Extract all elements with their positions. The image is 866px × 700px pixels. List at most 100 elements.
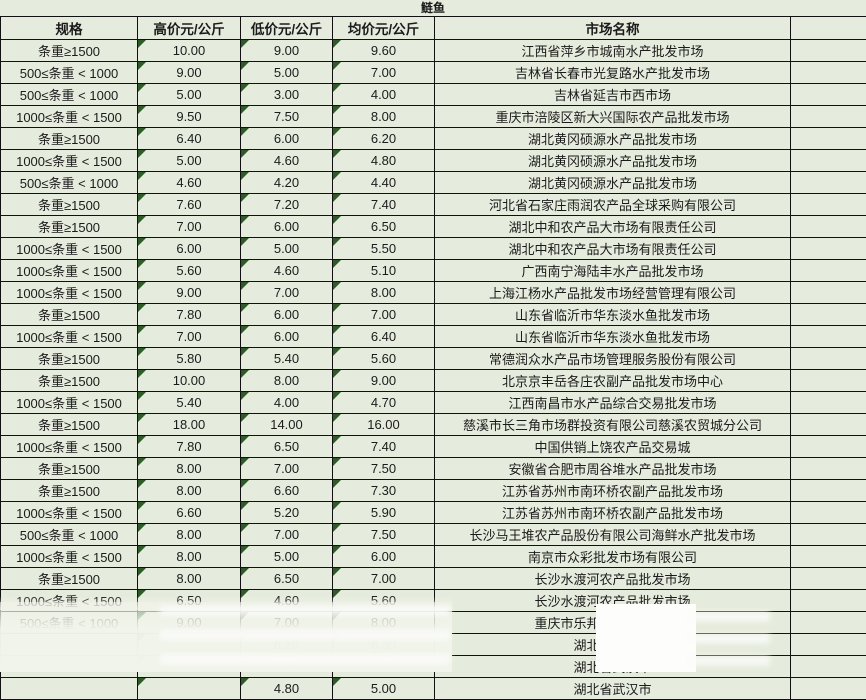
cell-market-name: 江苏省苏州市南环桥农副产品批发市场: [435, 502, 791, 524]
cell-avg-price: 5.50: [333, 238, 435, 260]
cell-market-name: 吉林省延吉市西市场: [435, 84, 791, 106]
cell-spec: 1000≤条重 < 1500: [1, 392, 138, 414]
cell-high-price: 8.00: [138, 480, 241, 502]
cell-market-name: 重庆市涪陵区新大兴国际农产品批发市场: [435, 106, 791, 128]
cell-high-price: [138, 678, 241, 700]
cell-market-name: 上海江杨水产品批发市场经营管理有限公司: [435, 282, 791, 304]
cell-market-name: 慈溪市长三角市场群投资有限公司慈溪农贸城分公司: [435, 414, 791, 436]
page-title: 鲢鱼: [0, 0, 866, 16]
cell-pad: [791, 392, 866, 414]
page-title-text: 鲢鱼: [420, 0, 446, 17]
cell-avg-price: 5.10: [333, 260, 435, 282]
cell-market-name: 山东省临沂市华东淡水鱼批发市场: [435, 304, 791, 326]
cell-high-price: 6.50: [138, 590, 241, 612]
cell-low-price: 5.20: [241, 502, 333, 524]
cell-low-price: 3.00: [241, 84, 333, 106]
cell-high-price: 9.00: [138, 62, 241, 84]
cell-avg-price: 5.60: [333, 348, 435, 370]
cell-low-price: 6.00: [241, 216, 333, 238]
cell-high-price: 18.00: [138, 414, 241, 436]
cell-pad: [791, 480, 866, 502]
cell-high-price: 4.60: [138, 172, 241, 194]
cell-spec: [1, 678, 138, 700]
cell-market-name: 北京京丰岳各庄农副产品批发市场中心: [435, 370, 791, 392]
cell-spec: 1000≤条重 < 1500: [1, 282, 138, 304]
cell-high-price: 5.00: [138, 84, 241, 106]
cell-avg-price: 6.50: [333, 216, 435, 238]
cell-pad: [791, 414, 866, 436]
cell-market-name: 湖北黄冈硕源水产品批发市场: [435, 128, 791, 150]
cell-spec: 500≤条重 < 1000: [1, 612, 138, 634]
cell-avg-price: 6.40: [333, 326, 435, 348]
cell-high-price: 5.60: [138, 260, 241, 282]
cell-market-name: 河北省石家庄雨润农产品全球采购有限公司: [435, 194, 791, 216]
cell-pad: [791, 304, 866, 326]
cell-spec: 条重≥1500: [1, 40, 138, 62]
cell-high-price: 9.00: [138, 282, 241, 304]
cell-market-name: 重庆市乐邦水产品有限公司: [435, 612, 791, 634]
cell-avg-price: 9.60: [333, 40, 435, 62]
cell-low-price: 6.20: [241, 634, 333, 656]
cell-market-name: 南京市众彩批发市场有限公司: [435, 546, 791, 568]
cell-spec: 1000≤条重 < 1500: [1, 260, 138, 282]
cell-low-price: 5.40: [241, 348, 333, 370]
cell-market-name: 吉林省长春市光复路水产批发市场: [435, 62, 791, 84]
cell-pad: [791, 590, 866, 612]
cell-low-price: 4.80: [241, 678, 333, 700]
cell-pad: [791, 216, 866, 238]
cell-spec: 1000≤条重 < 1500: [1, 238, 138, 260]
cell-low-price: 6.60: [241, 480, 333, 502]
cell-spec: 1000≤条重 < 1500: [1, 590, 138, 612]
cell-spec: 条重≥1500: [1, 458, 138, 480]
cell-avg-price: 8.00: [333, 612, 435, 634]
cell-spec: 条重≥1500: [1, 304, 138, 326]
cell-market-name: 长沙马王堆农产品股份有限公司海鲜水产批发市场: [435, 524, 791, 546]
cell-spec: 条重≥1500: [1, 128, 138, 150]
cell-spec: 1000≤条重 < 1500: [1, 150, 138, 172]
cell-market-name: 长沙水渡河农产品批发市场: [435, 568, 791, 590]
cell-market-name: 湖北省武汉市: [435, 656, 791, 678]
cell-high-price: 5.80: [138, 348, 241, 370]
cell-market-name: 广西南宁海陆丰水产品批发市场: [435, 260, 791, 282]
cell-low-price: 4.00: [241, 392, 333, 414]
cell-high-price: 9.00: [138, 612, 241, 634]
cell-spec: 500≤条重 < 1000: [1, 84, 138, 106]
cell-avg-price: 8.00: [333, 282, 435, 304]
cell-low-price: 6.50: [241, 436, 333, 458]
cell-low-price: 6.50: [241, 568, 333, 590]
cell-spec: 条重≥1500: [1, 194, 138, 216]
cell-low-price: 6.00: [241, 304, 333, 326]
cell-spec: 条重≥1500: [1, 370, 138, 392]
cell-pad: [791, 678, 866, 700]
cell-high-price: 5.00: [138, 150, 241, 172]
cell-pad: [791, 568, 866, 590]
cell-avg-price: 16.00: [333, 414, 435, 436]
cell-high-price: 8.00: [138, 568, 241, 590]
cell-avg-price: 8.00: [333, 106, 435, 128]
cell-avg-price: 4.80: [333, 150, 435, 172]
cell-market-name: 湖北黄冈硕源水产品批发市场: [435, 150, 791, 172]
cell-market-name: 长沙水渡河农产品批发市场: [435, 590, 791, 612]
cell-pad: [791, 634, 866, 656]
cell-pad: [791, 348, 866, 370]
cell-pad: [791, 172, 866, 194]
cell-low-price: 5.00: [241, 238, 333, 260]
cell-market-name: 江西省萍乡市城南水产批发市场: [435, 40, 791, 62]
